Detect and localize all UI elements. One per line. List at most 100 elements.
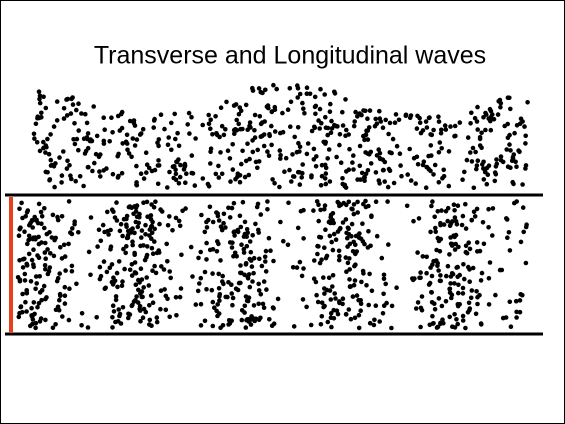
particle bbox=[299, 175, 305, 180]
particle bbox=[368, 149, 374, 155]
particle bbox=[334, 154, 339, 160]
particle bbox=[144, 252, 150, 258]
particle bbox=[301, 106, 306, 111]
particle bbox=[37, 100, 43, 106]
particle bbox=[79, 111, 84, 116]
particle bbox=[32, 214, 37, 220]
particle bbox=[474, 166, 479, 172]
particle bbox=[251, 255, 257, 261]
particle bbox=[213, 114, 218, 119]
particle bbox=[250, 138, 255, 143]
particle bbox=[354, 293, 360, 298]
particle bbox=[373, 170, 379, 175]
particle bbox=[256, 288, 262, 293]
particle bbox=[74, 281, 79, 287]
particle bbox=[155, 140, 160, 146]
particle bbox=[178, 162, 183, 168]
particle bbox=[349, 221, 355, 227]
particle bbox=[115, 175, 121, 180]
particle bbox=[411, 218, 416, 224]
particle bbox=[373, 303, 379, 309]
particle bbox=[272, 129, 278, 134]
particle bbox=[23, 299, 28, 305]
particle bbox=[218, 258, 223, 263]
particle bbox=[322, 162, 328, 168]
particle bbox=[64, 113, 70, 118]
particle bbox=[177, 294, 183, 300]
particle bbox=[452, 133, 457, 139]
particle bbox=[317, 106, 323, 112]
particle bbox=[60, 314, 65, 319]
particle bbox=[474, 206, 480, 212]
particle bbox=[59, 173, 65, 178]
particle bbox=[326, 219, 332, 225]
particle bbox=[133, 282, 139, 288]
particle bbox=[68, 111, 74, 116]
particle bbox=[396, 117, 402, 123]
particle bbox=[319, 173, 325, 179]
particle bbox=[74, 107, 79, 113]
particle bbox=[413, 306, 419, 311]
particle bbox=[447, 314, 453, 320]
particle bbox=[362, 175, 368, 180]
particle bbox=[178, 286, 184, 291]
particle bbox=[227, 156, 233, 161]
particle bbox=[237, 213, 243, 219]
particle bbox=[233, 286, 239, 292]
particle bbox=[77, 174, 83, 179]
particle bbox=[252, 128, 257, 133]
particle bbox=[282, 169, 287, 174]
particle bbox=[43, 256, 48, 262]
particle bbox=[66, 199, 72, 204]
particle bbox=[335, 311, 341, 317]
particle bbox=[218, 105, 224, 110]
particle bbox=[438, 222, 443, 228]
particle bbox=[368, 243, 373, 249]
particle bbox=[428, 168, 433, 174]
particle bbox=[76, 128, 81, 133]
particle bbox=[301, 236, 306, 241]
particle bbox=[42, 225, 47, 231]
particle bbox=[32, 136, 37, 141]
particle bbox=[479, 270, 485, 276]
particle bbox=[337, 132, 343, 137]
particle bbox=[231, 200, 237, 206]
particle bbox=[363, 171, 369, 177]
particle bbox=[94, 315, 99, 320]
particle bbox=[486, 206, 491, 212]
particle bbox=[207, 204, 213, 210]
particle bbox=[418, 270, 423, 275]
particle bbox=[295, 95, 301, 100]
particle bbox=[323, 114, 328, 120]
particle bbox=[148, 217, 154, 222]
particle bbox=[271, 306, 276, 311]
particle bbox=[36, 301, 42, 306]
particle bbox=[347, 277, 352, 282]
particle bbox=[382, 159, 388, 165]
particle bbox=[193, 136, 198, 141]
particle bbox=[268, 248, 273, 253]
particle bbox=[322, 176, 328, 181]
particle bbox=[152, 239, 157, 244]
particle bbox=[157, 221, 162, 227]
particle bbox=[256, 281, 262, 287]
particle bbox=[242, 303, 248, 309]
particle bbox=[374, 233, 380, 239]
particle bbox=[359, 170, 365, 176]
particle bbox=[414, 126, 420, 131]
particle bbox=[518, 116, 524, 122]
particle bbox=[39, 221, 44, 226]
particle bbox=[490, 233, 495, 238]
particle bbox=[346, 307, 352, 312]
particle bbox=[316, 218, 322, 224]
particle bbox=[405, 172, 411, 177]
particle bbox=[18, 304, 24, 309]
particle bbox=[474, 240, 480, 245]
particle bbox=[152, 263, 157, 269]
particle bbox=[477, 136, 483, 142]
particle bbox=[36, 201, 42, 207]
particle bbox=[204, 240, 209, 246]
particle bbox=[347, 267, 353, 272]
particle bbox=[316, 244, 321, 249]
particle bbox=[346, 132, 352, 137]
